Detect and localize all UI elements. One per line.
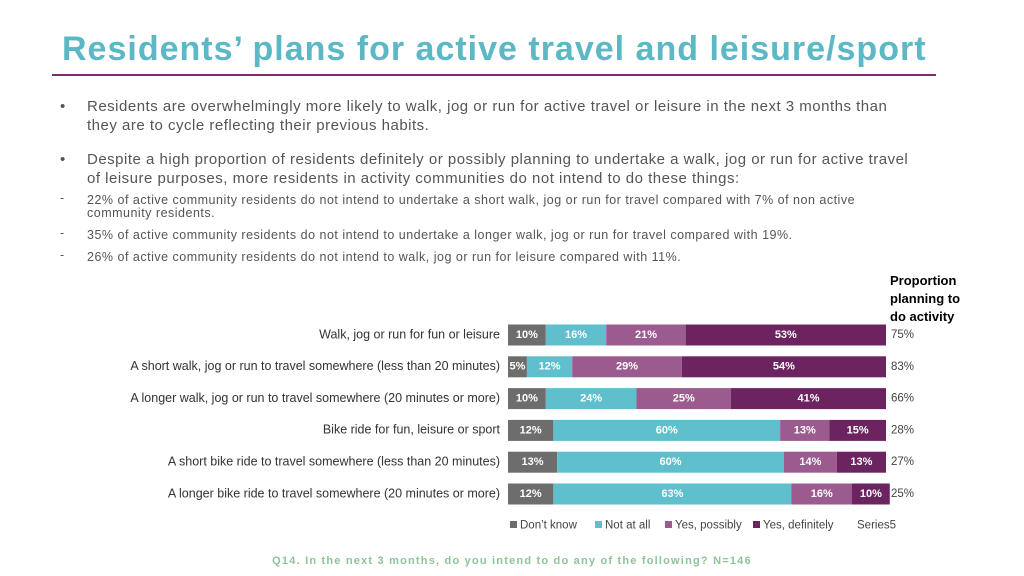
- sub-bullet: 26% of active community residents do not…: [60, 249, 920, 264]
- bar-segment: [836, 451, 886, 473]
- bar-segment: [780, 419, 830, 441]
- category-label: Bike ride for fun, leisure or sport: [323, 423, 501, 437]
- bar-segment: [606, 324, 686, 346]
- value-label: 12%: [539, 361, 561, 373]
- bar-segment: [545, 388, 637, 410]
- bar-segment: [508, 451, 558, 473]
- value-label: 21%: [635, 329, 657, 341]
- value-label: 63%: [661, 488, 683, 500]
- bar-segment: [791, 483, 852, 505]
- slide-title: Residents’ plans for active travel and l…: [62, 30, 927, 68]
- column-header: Proportion planning to do activity: [890, 273, 961, 324]
- value-label: 16%: [811, 488, 833, 500]
- category-label: A short walk, jog or run to travel somew…: [130, 359, 500, 373]
- legend-label: Yes, definitely: [763, 520, 834, 532]
- value-label: 60%: [660, 456, 682, 468]
- bar-segment: [508, 324, 546, 346]
- legend-swatch: [665, 521, 672, 528]
- bar-segment: [572, 356, 682, 378]
- legend-swatch: [753, 521, 760, 528]
- bar-segment: [557, 451, 784, 473]
- value-label: 10%: [516, 393, 538, 405]
- bar-segment: [731, 388, 886, 410]
- value-label: 41%: [797, 393, 819, 405]
- bar-segment: [685, 324, 886, 346]
- bullet-text: Despite a high proportion of residents d…: [87, 151, 909, 187]
- value-label: 29%: [616, 361, 638, 373]
- bar-segment: [783, 451, 837, 473]
- bullet: Residents are overwhelmingly more likely…: [60, 97, 920, 135]
- bar-segment: [829, 419, 886, 441]
- proportion-label: 66%: [891, 393, 914, 405]
- bar-segment: [553, 483, 792, 505]
- bar-segment: [553, 419, 781, 441]
- bar-segment: [545, 324, 607, 346]
- legend-swatch: [595, 521, 602, 528]
- value-label: 14%: [799, 456, 821, 468]
- value-label: 13%: [794, 424, 816, 436]
- bar-segment: [508, 419, 554, 441]
- value-label: 24%: [580, 393, 602, 405]
- legend-label: Series5: [857, 520, 896, 532]
- value-label: 60%: [656, 424, 678, 436]
- category-label: A longer bike ride to travel somewhere (…: [168, 486, 500, 500]
- proportion-label: 28%: [891, 424, 914, 436]
- legend-label: Don’t know: [520, 520, 578, 532]
- value-label: 13%: [522, 456, 544, 468]
- bullet-text: Residents are overwhelmingly more likely…: [87, 98, 888, 134]
- proportion-label: 25%: [891, 488, 914, 500]
- value-label: 15%: [847, 424, 869, 436]
- proportion-label: 27%: [891, 456, 914, 468]
- legend-label: Not at all: [605, 520, 650, 532]
- value-label: 5%: [509, 361, 525, 373]
- value-label: 12%: [520, 488, 542, 500]
- category-label: A short bike ride to travel somewhere (l…: [168, 454, 500, 468]
- value-label: 10%: [860, 488, 882, 500]
- bullet: Despite a high proportion of residents d…: [60, 150, 920, 264]
- value-label: 12%: [520, 424, 542, 436]
- legend-label: Yes, possibly: [675, 520, 742, 532]
- proportion-label: 75%: [891, 329, 914, 341]
- bullet-list: Residents are overwhelmingly more likely…: [60, 97, 920, 279]
- value-label: 25%: [673, 393, 695, 405]
- legend-swatch: [510, 521, 517, 528]
- footnote: Q14. In the next 3 months, do you intend…: [272, 555, 752, 567]
- category-label: A longer walk, jog or run to travel some…: [130, 391, 500, 405]
- bar-segment: [508, 483, 554, 505]
- category-label: Walk, jog or run for fun or leisure: [319, 327, 500, 341]
- value-label: 54%: [773, 361, 795, 373]
- sub-bullet-list: 22% of active community residents do not…: [60, 192, 920, 264]
- value-label: 13%: [850, 456, 872, 468]
- bar-segment: [526, 356, 573, 378]
- sub-bullet: 35% of active community residents do not…: [60, 227, 920, 242]
- proportion-label: 83%: [891, 361, 914, 373]
- title-rule: [52, 74, 936, 76]
- value-label: 53%: [775, 329, 797, 341]
- bar-segment: [681, 356, 886, 378]
- bar-segment: [851, 483, 890, 505]
- bar-segment: [636, 388, 732, 410]
- value-label: 16%: [565, 329, 587, 341]
- sub-bullet: 22% of active community residents do not…: [60, 192, 920, 220]
- bar-segment: [508, 388, 546, 410]
- bar-segment: [508, 356, 527, 378]
- value-label: 10%: [516, 329, 538, 341]
